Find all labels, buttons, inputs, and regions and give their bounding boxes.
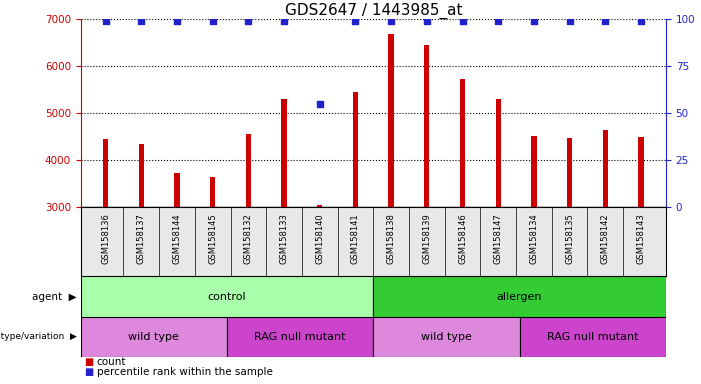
- Point: [599, 18, 611, 24]
- Text: GSM158136: GSM158136: [101, 213, 110, 264]
- Text: RAG null mutant: RAG null mutant: [254, 332, 346, 342]
- Text: wild type: wild type: [421, 332, 472, 342]
- Point: [350, 18, 361, 24]
- Point: [314, 101, 325, 107]
- Bar: [460, 79, 465, 207]
- Point: [457, 18, 468, 24]
- Point: [564, 18, 576, 24]
- Bar: [388, 34, 394, 207]
- Text: allergen: allergen: [497, 291, 543, 302]
- Text: wild type: wild type: [128, 332, 179, 342]
- Bar: [603, 130, 608, 207]
- Text: GSM158140: GSM158140: [315, 213, 325, 263]
- Text: ■: ■: [84, 367, 93, 377]
- Bar: [139, 144, 144, 207]
- Text: GSM158143: GSM158143: [637, 213, 646, 264]
- Bar: [81, 276, 373, 317]
- Text: GSM158134: GSM158134: [529, 213, 538, 264]
- Bar: [317, 205, 322, 207]
- Text: GSM158145: GSM158145: [208, 213, 217, 263]
- Text: genotype/variation  ▶: genotype/variation ▶: [0, 333, 77, 341]
- Title: GDS2647 / 1443985_at: GDS2647 / 1443985_at: [285, 3, 462, 19]
- Point: [278, 18, 290, 24]
- Bar: [245, 134, 251, 207]
- Point: [171, 18, 182, 24]
- Text: RAG null mutant: RAG null mutant: [547, 332, 639, 342]
- Point: [207, 18, 218, 24]
- Bar: [210, 177, 215, 207]
- Text: agent  ▶: agent ▶: [32, 291, 77, 302]
- Text: control: control: [207, 291, 246, 302]
- Text: count: count: [97, 357, 126, 367]
- Text: GSM158139: GSM158139: [422, 213, 431, 264]
- Bar: [281, 99, 287, 207]
- Bar: [424, 45, 430, 207]
- Bar: [519, 317, 666, 357]
- Point: [635, 18, 646, 24]
- Bar: [353, 92, 358, 207]
- Point: [100, 18, 111, 24]
- Bar: [373, 276, 666, 317]
- Text: GSM158137: GSM158137: [137, 213, 146, 264]
- Point: [386, 18, 397, 24]
- Bar: [103, 139, 108, 207]
- Point: [421, 18, 433, 24]
- Text: GSM158135: GSM158135: [565, 213, 574, 264]
- Text: GSM158138: GSM158138: [387, 213, 395, 264]
- Text: GSM158144: GSM158144: [172, 213, 182, 263]
- Point: [529, 18, 540, 24]
- Text: GSM158132: GSM158132: [244, 213, 253, 264]
- Text: ■: ■: [84, 357, 93, 367]
- Bar: [373, 317, 519, 357]
- Text: GSM158141: GSM158141: [351, 213, 360, 263]
- Bar: [227, 317, 373, 357]
- Bar: [531, 136, 536, 207]
- Bar: [81, 317, 227, 357]
- Text: GSM158133: GSM158133: [280, 213, 289, 264]
- Bar: [639, 137, 644, 207]
- Bar: [567, 138, 572, 207]
- Text: GSM158146: GSM158146: [458, 213, 467, 264]
- Point: [243, 18, 254, 24]
- Bar: [175, 174, 179, 207]
- Point: [493, 18, 504, 24]
- Text: percentile rank within the sample: percentile rank within the sample: [97, 367, 273, 377]
- Text: GSM158147: GSM158147: [494, 213, 503, 264]
- Text: GSM158142: GSM158142: [601, 213, 610, 263]
- Point: [136, 18, 147, 24]
- Bar: [496, 99, 501, 207]
